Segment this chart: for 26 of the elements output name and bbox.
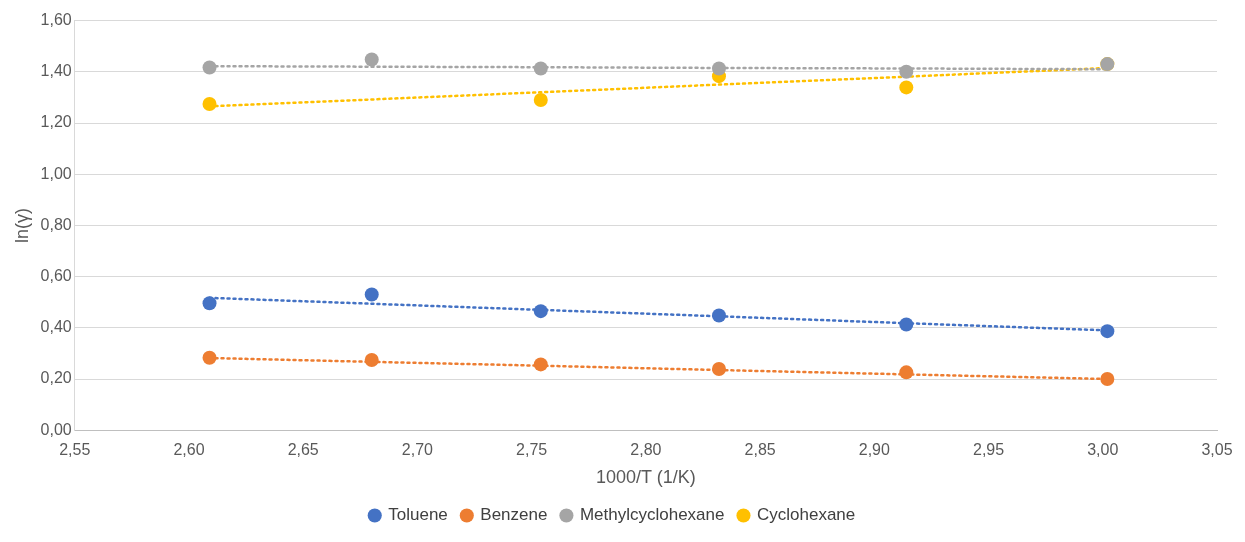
legend-label: Methylcyclohexane xyxy=(579,505,725,525)
y-tick-label: 0,20 xyxy=(40,369,72,387)
x-axis-title: 1000/T (1/K) xyxy=(596,467,696,488)
y-tick-label: 0,00 xyxy=(40,420,72,438)
x-tick-label: 2,80 xyxy=(630,441,662,459)
y-tick-label: 1,00 xyxy=(40,164,72,182)
x-tick-label: 2,75 xyxy=(516,441,548,459)
x-tick-label: 2,60 xyxy=(173,441,205,459)
legend-label: Cyclohexane xyxy=(756,505,856,525)
x-tick-label: 2,70 xyxy=(401,441,434,459)
y-tick-label: 1,20 xyxy=(40,113,72,131)
y-tick-label: 0,80 xyxy=(40,215,72,233)
x-tick-label: 2,85 xyxy=(744,441,776,459)
y-tick-label: 0,60 xyxy=(40,267,72,285)
y-tick-label: 1,60 xyxy=(40,11,72,29)
legend-label: Toluene xyxy=(388,505,448,525)
x-tick-label: 2,65 xyxy=(287,441,319,459)
y-tick-label: 1,40 xyxy=(40,62,72,80)
y-tick-label: 0,40 xyxy=(40,318,72,336)
x-tick-label: 2,95 xyxy=(972,441,1005,459)
x-tick-label: 3,00 xyxy=(1087,441,1119,459)
x-tick-label: 2,90 xyxy=(858,441,890,459)
x-tick-label: 2,55 xyxy=(59,441,91,459)
y-axis-title: ln(γ) xyxy=(11,207,32,243)
legend-label: Benzene xyxy=(480,505,548,525)
x-tick-label: 3,05 xyxy=(1201,441,1233,459)
